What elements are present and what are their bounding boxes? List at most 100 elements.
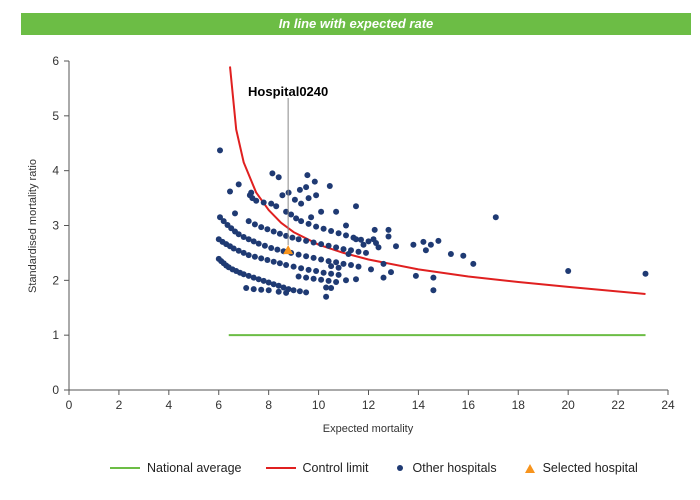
hospital-point bbox=[245, 252, 252, 259]
hospital-point bbox=[230, 245, 237, 252]
hospital-point bbox=[296, 186, 303, 193]
y-tick-label: 1 bbox=[52, 328, 59, 342]
hospital-point bbox=[288, 211, 295, 218]
hospital-point bbox=[260, 277, 267, 284]
hospital-point bbox=[335, 230, 342, 237]
y-axis-title: Standardised mortality ratio bbox=[27, 159, 39, 293]
hospital-point bbox=[305, 195, 312, 202]
hospital-point bbox=[298, 200, 305, 207]
hospital-point bbox=[320, 269, 327, 276]
hospital-point bbox=[325, 277, 332, 284]
hospital-point bbox=[245, 236, 252, 243]
hospital-point bbox=[335, 264, 342, 271]
hospital-point bbox=[303, 274, 310, 281]
hospital-point bbox=[265, 279, 272, 286]
y-tick-label: 5 bbox=[52, 109, 59, 123]
x-tick-label: 4 bbox=[165, 398, 172, 412]
hospital-point bbox=[308, 214, 315, 221]
hospital-point bbox=[375, 244, 382, 251]
x-tick-label: 18 bbox=[512, 398, 526, 412]
legend-item-selected-hospital: Selected hospital bbox=[521, 461, 638, 475]
hospital-point bbox=[323, 284, 330, 291]
hospital-point bbox=[217, 214, 223, 221]
hospital-point bbox=[385, 226, 392, 233]
hospital-point bbox=[335, 271, 342, 278]
hospital-point bbox=[422, 247, 429, 254]
y-tick-label: 3 bbox=[52, 219, 59, 233]
hospital-point bbox=[249, 195, 256, 202]
hospital-point bbox=[365, 238, 372, 245]
hospital-point bbox=[283, 208, 290, 215]
x-tick-label: 16 bbox=[462, 398, 476, 412]
hospital-point bbox=[353, 203, 359, 210]
y-tick-label: 6 bbox=[52, 54, 59, 68]
hospital-point bbox=[280, 284, 287, 291]
hospital-point bbox=[323, 293, 330, 300]
hospital-point bbox=[270, 258, 277, 265]
legend-label-other-hospitals: Other hospitals bbox=[412, 461, 497, 475]
hospital-point bbox=[355, 248, 362, 255]
hospital-point bbox=[250, 286, 257, 293]
selected-hospital-callout: Hospital0240 bbox=[248, 84, 328, 246]
hospital-point bbox=[393, 243, 399, 250]
hospital-point bbox=[303, 237, 310, 244]
hospital-point bbox=[251, 253, 258, 260]
hospital-point bbox=[303, 253, 310, 260]
x-tick-label: 12 bbox=[362, 398, 376, 412]
hospital-point bbox=[360, 241, 367, 248]
hospital-point bbox=[289, 234, 296, 241]
hospital-point bbox=[388, 269, 394, 276]
hospital-point bbox=[435, 237, 442, 244]
hospital-point bbox=[410, 241, 417, 248]
hospital-point bbox=[304, 172, 311, 179]
y-tick-label: 4 bbox=[52, 164, 59, 178]
x-tick-label: 10 bbox=[312, 398, 326, 412]
hospital-point bbox=[264, 226, 271, 233]
hospital-point bbox=[318, 241, 325, 248]
hospital-point bbox=[251, 221, 258, 228]
hospital-point bbox=[220, 218, 227, 225]
x-ticks: 0 2 4 6 8 10 12 14 16 18 20 22 24 bbox=[66, 390, 675, 412]
hospital-point bbox=[303, 184, 310, 191]
hospital-point bbox=[227, 188, 233, 195]
hospital-point bbox=[318, 256, 325, 263]
hospital-point bbox=[303, 289, 310, 296]
hospital-point bbox=[355, 263, 362, 270]
hospital-point bbox=[348, 262, 354, 268]
hospital-point bbox=[235, 247, 242, 254]
hospital-point bbox=[275, 288, 282, 295]
hospital-point bbox=[258, 224, 265, 231]
legend-swatch-national-average bbox=[110, 467, 140, 469]
hospital-point bbox=[313, 268, 320, 274]
hospital-point bbox=[235, 181, 242, 188]
hospital-point bbox=[276, 230, 283, 237]
hospital-point bbox=[363, 249, 369, 256]
hospital-point bbox=[283, 289, 290, 296]
hospital-point bbox=[305, 266, 312, 273]
hospital-point bbox=[325, 258, 332, 265]
hospital-point bbox=[430, 287, 437, 294]
hospital-point bbox=[273, 203, 280, 210]
x-tick-label: 14 bbox=[412, 398, 426, 412]
x-tick-label: 2 bbox=[116, 398, 123, 412]
hospital-point bbox=[265, 287, 272, 294]
hospital-point bbox=[492, 214, 499, 221]
legend-item-other-hospitals: Other hospitals bbox=[393, 461, 497, 475]
x-tick-label: 0 bbox=[66, 398, 73, 412]
hospital-point bbox=[333, 279, 340, 285]
hospital-point bbox=[328, 285, 335, 291]
hospital-point bbox=[279, 192, 286, 199]
selected-hospital-label: Hospital0240 bbox=[248, 84, 328, 99]
hospital-point bbox=[340, 260, 347, 267]
hospital-point bbox=[250, 274, 257, 281]
hospital-point bbox=[298, 218, 305, 225]
hospital-point bbox=[283, 232, 290, 239]
hospital-point bbox=[370, 236, 377, 243]
x-tick-label: 6 bbox=[215, 398, 222, 412]
hospital-point bbox=[261, 242, 268, 249]
hospital-point bbox=[371, 226, 378, 233]
x-tick-label: 8 bbox=[265, 398, 272, 412]
hospital-point bbox=[245, 272, 252, 279]
hospital-point bbox=[310, 275, 317, 282]
hospital-point bbox=[268, 200, 275, 207]
